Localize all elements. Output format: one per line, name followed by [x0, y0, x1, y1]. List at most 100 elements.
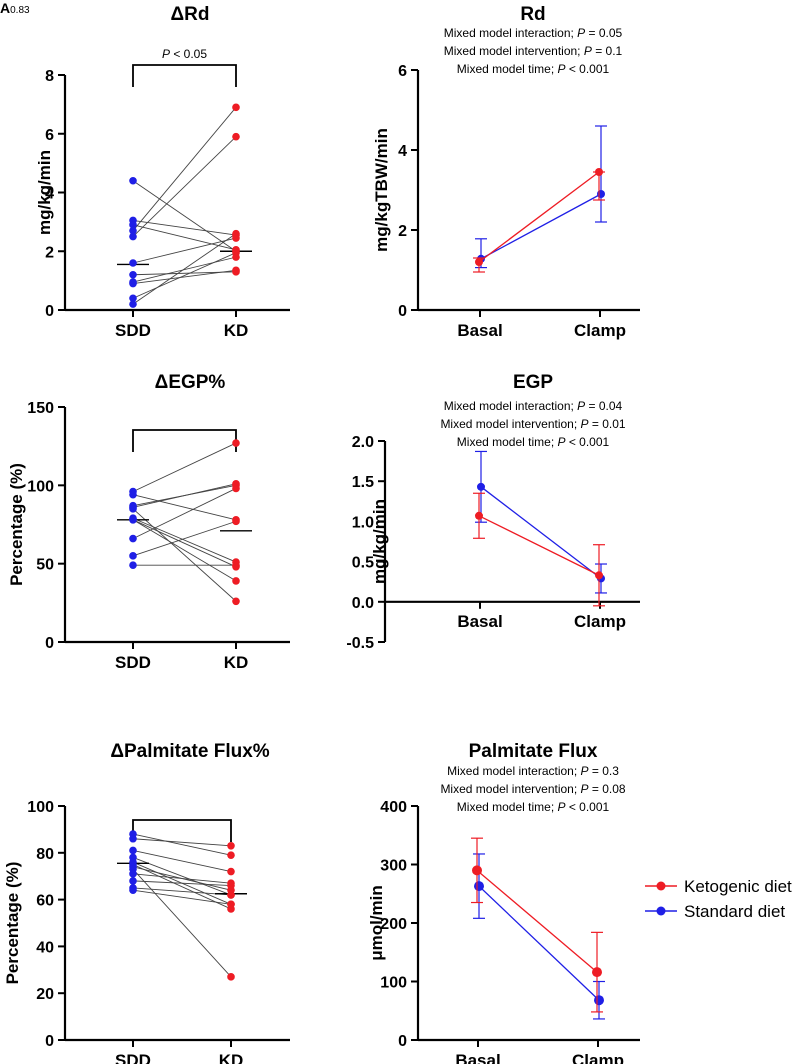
y-tick-label: 150: [27, 400, 54, 417]
y-tick-label: 0: [45, 635, 54, 652]
series-point: [472, 865, 482, 876]
mixed-model-annotation: Mixed model intervention; P = 0.08: [440, 782, 625, 796]
kd-point: [227, 841, 235, 850]
pair-line: [132, 850, 232, 872]
significance-bracket: [132, 819, 232, 842]
pair-line: [132, 517, 237, 563]
pair-line: [132, 256, 237, 283]
y-tick-label: 0.5: [352, 555, 374, 572]
kd-point: [232, 229, 240, 238]
pair-line: [132, 136, 237, 237]
sdd-point: [129, 294, 137, 303]
y-tick-label: 400: [380, 799, 407, 816]
chart-title: ΔRd: [171, 4, 210, 25]
kd-point: [232, 597, 240, 606]
x-tick-label: Clamp: [574, 321, 626, 340]
y-tick-label: -0.5: [346, 635, 374, 652]
sdd-point: [129, 552, 137, 560]
y-tick-label: 0: [45, 303, 54, 320]
kd-point: [232, 577, 240, 585]
mixed-model-annotation: Mixed model interaction; P = 0.3: [447, 764, 619, 778]
y-axis-label: μmol/min: [367, 885, 386, 961]
mixed-model-annotation: Mixed model intervention; P = 0.1: [444, 44, 623, 58]
y-tick-label: 200: [380, 916, 407, 933]
series-point: [597, 190, 605, 198]
sdd-point: [129, 561, 137, 570]
y-tick-label: 2.0: [352, 434, 374, 451]
pair-line: [132, 237, 237, 264]
y-tick-label: 2: [45, 244, 54, 261]
pair-line: [132, 519, 237, 582]
pair-line: [132, 873, 232, 884]
y-tick-label: 60: [36, 893, 54, 910]
chart-title: Rd: [520, 4, 545, 25]
y-tick-label: 4: [45, 186, 54, 203]
kd-point: [227, 891, 235, 899]
sdd-point: [129, 886, 137, 895]
x-tick-label: SDD: [115, 321, 151, 340]
pair-line: [132, 252, 237, 299]
y-tick-label: 1.0: [352, 514, 374, 531]
x-tick-label: SDD: [115, 1051, 151, 1064]
series-line: [480, 486, 602, 580]
mixed-model-annotation: Mixed model time; P < 0.001: [457, 800, 610, 814]
kd-point: [232, 266, 240, 275]
kd-point: [232, 561, 240, 570]
pair-line: [132, 838, 232, 847]
kd-point: [232, 484, 240, 493]
series-point: [475, 258, 483, 266]
y-tick-label: 0: [398, 303, 407, 320]
corner-letter: A: [0, 0, 11, 16]
y-tick-label: 2: [398, 223, 407, 240]
pair-line: [132, 519, 237, 568]
sdd-point: [129, 221, 137, 229]
series-point: [594, 995, 604, 1006]
y-tick-label: 100: [27, 478, 54, 495]
y-tick-label: 100: [380, 975, 407, 992]
chart-title: EGP: [513, 372, 553, 393]
y-tick-label: 1.5: [352, 474, 374, 491]
kd-point: [232, 517, 240, 526]
significance-bracket: [132, 429, 237, 452]
pair-line: [132, 857, 232, 896]
x-tick-label: KD: [224, 653, 249, 672]
sdd-point: [129, 505, 137, 513]
series-line: [476, 869, 598, 973]
sdd-point: [129, 226, 137, 235]
mixed-model-annotation: Mixed model interaction; P = 0.05: [444, 26, 623, 40]
bracket-label: P < 0.05: [162, 47, 207, 61]
pair-line: [132, 483, 237, 508]
mixed-model-annotation: Mixed model interaction; P = 0.04: [444, 399, 623, 413]
y-tick-label: 80: [36, 846, 54, 863]
pair-line: [132, 887, 232, 896]
series-line: [480, 193, 602, 260]
legend-swatch-dot: [656, 906, 666, 916]
series-line: [478, 515, 600, 576]
kd-point: [227, 900, 235, 909]
y-tick-label: 50: [36, 557, 54, 574]
legend: Ketogenic diet Standard diet: [645, 877, 792, 921]
chart-delta-palmitate: ΔPalmitate Flux% 0 20 40 60 80 100 SDD KD Percent…: [3, 741, 290, 1064]
y-tick-label: 6: [45, 127, 54, 144]
sdd-point: [129, 176, 137, 185]
legend-swatch-dot: [656, 881, 666, 891]
legend-label: Standard diet: [684, 902, 785, 921]
kd-point: [227, 881, 235, 890]
series-point: [595, 168, 603, 176]
y-tick-label: 0: [45, 1033, 54, 1050]
chart-palmitate: Palmitate Flux 0 100 200 300 400 Basal Clamp μmo…: [367, 741, 640, 1064]
pair-line: [132, 224, 237, 251]
y-axis-label: mg/kg/min: [370, 499, 389, 584]
sdd-point: [129, 300, 137, 308]
sdd-point: [129, 877, 137, 885]
pair-line: [132, 868, 232, 978]
sdd-point: [129, 279, 137, 288]
y-tick-label: 40: [36, 939, 54, 956]
chart-title: ΔEGP%: [155, 372, 226, 393]
y-tick-label: 20: [36, 986, 54, 1003]
x-tick-label: Basal: [455, 1051, 500, 1064]
mixed-model-annotation: Mixed model intervention; P = 0.01: [440, 417, 625, 431]
x-tick-label: KD: [224, 321, 249, 340]
kd-point: [232, 132, 240, 141]
x-tick-label: KD: [219, 1051, 244, 1064]
